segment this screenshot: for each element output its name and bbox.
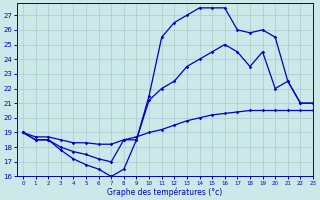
X-axis label: Graphe des températures (°c): Graphe des températures (°c) bbox=[107, 187, 222, 197]
